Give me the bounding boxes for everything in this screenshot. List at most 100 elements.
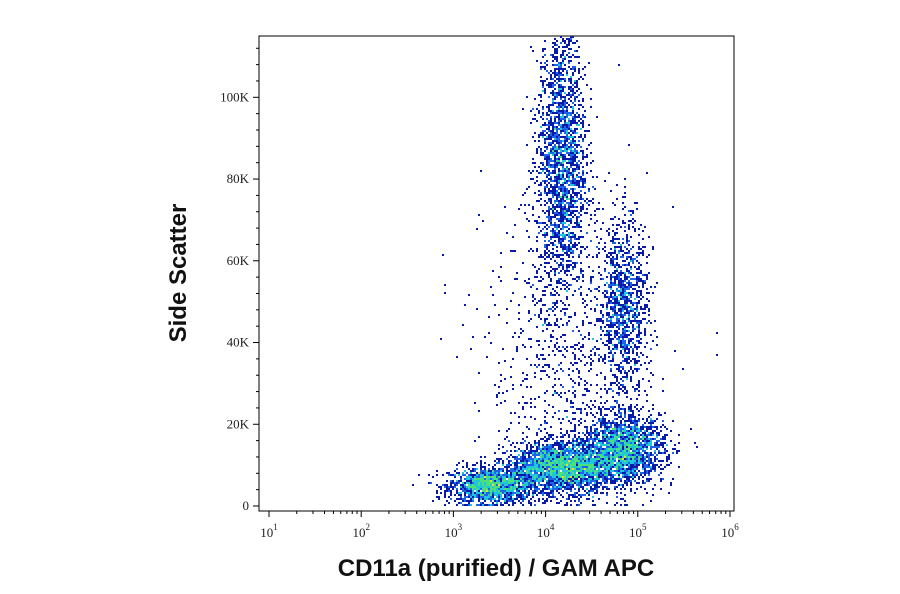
density-cell <box>562 236 564 238</box>
density-cell <box>448 502 450 504</box>
density-cell <box>560 64 562 66</box>
density-cell <box>622 464 624 466</box>
density-cell <box>530 468 532 470</box>
density-cell <box>504 498 506 500</box>
density-cell <box>624 442 626 444</box>
density-cell <box>612 448 614 450</box>
density-cell <box>526 436 528 438</box>
density-cell <box>570 76 572 78</box>
density-cell <box>624 376 626 378</box>
density-cell <box>642 462 644 464</box>
density-cell <box>598 252 600 254</box>
density-cell <box>584 136 586 138</box>
density-cell <box>574 202 576 204</box>
density-cell <box>574 178 576 180</box>
density-cell <box>548 208 550 210</box>
density-cell <box>598 458 600 460</box>
density-cell <box>444 492 446 494</box>
density-cell <box>622 468 624 470</box>
density-cell <box>474 486 476 488</box>
density-cell <box>574 494 576 496</box>
density-cell <box>566 450 568 452</box>
density-cell <box>560 66 562 68</box>
density-cell <box>590 88 592 90</box>
density-cell <box>630 442 632 444</box>
density-cell <box>606 282 608 284</box>
density-cell <box>538 172 540 174</box>
density-cell <box>506 496 508 498</box>
density-cell <box>542 86 544 88</box>
density-cell <box>582 170 584 172</box>
density-cell <box>618 468 620 470</box>
density-cell <box>560 198 562 200</box>
density-cell <box>562 226 564 228</box>
density-cell <box>606 330 608 332</box>
density-cell <box>552 242 554 244</box>
density-cell <box>578 486 580 488</box>
density-cell <box>634 288 636 290</box>
density-cell <box>484 494 486 496</box>
density-cell <box>588 482 590 484</box>
density-cell <box>652 488 654 490</box>
density-cell <box>660 444 662 446</box>
density-cell <box>568 476 570 478</box>
density-cell <box>572 268 574 270</box>
density-cell <box>550 120 552 122</box>
density-cell <box>574 154 576 156</box>
density-cell <box>466 496 468 498</box>
density-cell <box>582 462 584 464</box>
density-cell <box>626 346 628 348</box>
density-cell <box>542 112 544 114</box>
density-cell <box>498 478 500 480</box>
density-cell <box>642 434 644 436</box>
density-cell <box>550 160 552 162</box>
density-cell <box>636 304 638 306</box>
density-cell <box>568 240 570 242</box>
density-cell <box>538 460 540 462</box>
density-cell <box>650 500 652 502</box>
density-cell <box>556 164 558 166</box>
density-cell <box>576 476 578 478</box>
density-cell <box>612 466 614 468</box>
density-cell <box>570 442 572 444</box>
density-cell <box>498 392 500 394</box>
density-cell <box>536 240 538 242</box>
density-cell <box>498 490 500 492</box>
density-cell <box>494 470 496 472</box>
density-cell <box>564 446 566 448</box>
density-cell <box>504 490 506 492</box>
density-cell <box>628 282 630 284</box>
density-cell <box>526 494 528 496</box>
density-cell <box>620 272 622 274</box>
density-cell <box>572 120 574 122</box>
density-cell <box>562 470 564 472</box>
density-cell <box>544 250 546 252</box>
density-cell <box>542 490 544 492</box>
density-cell <box>566 492 568 494</box>
density-cell <box>504 472 506 474</box>
density-cell <box>528 486 530 488</box>
density-cell <box>512 484 514 486</box>
density-cell <box>550 176 552 178</box>
density-cell <box>610 462 612 464</box>
density-cell <box>538 268 540 270</box>
density-cell <box>556 480 558 482</box>
density-cell <box>550 118 552 120</box>
density-cell <box>618 326 620 328</box>
density-cell <box>586 464 588 466</box>
density-cell <box>606 476 608 478</box>
density-cell <box>648 474 650 476</box>
density-cell <box>562 260 564 262</box>
density-cell <box>502 468 504 470</box>
density-cell <box>518 448 520 450</box>
density-cell <box>520 488 522 490</box>
density-cell <box>552 208 554 210</box>
density-cell <box>556 106 558 108</box>
density-cell <box>546 234 548 236</box>
density-cell <box>544 180 546 182</box>
density-cell <box>558 202 560 204</box>
density-cell <box>486 478 488 480</box>
density-cell <box>562 164 564 166</box>
density-cell <box>658 434 660 436</box>
density-cell <box>506 464 508 466</box>
